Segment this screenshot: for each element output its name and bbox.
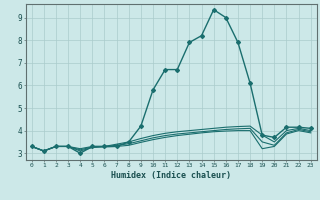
X-axis label: Humidex (Indice chaleur): Humidex (Indice chaleur) xyxy=(111,171,231,180)
